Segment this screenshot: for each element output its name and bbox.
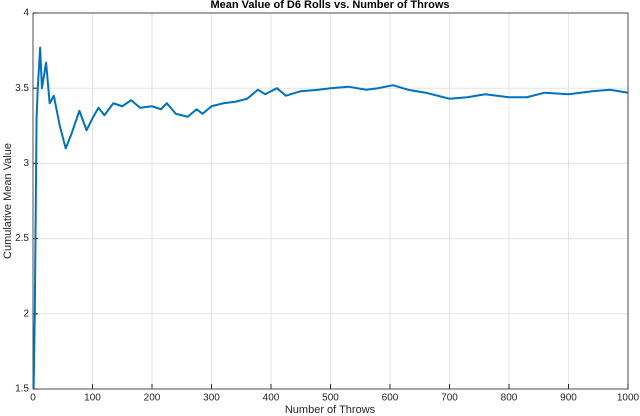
x-tick-label: 800 (501, 393, 518, 404)
y-tick-label: 3.5 (15, 83, 29, 94)
y-axis-label: Cumulative Mean Value (2, 143, 14, 259)
x-tick-label: 400 (263, 393, 280, 404)
y-tick-label: 2.5 (15, 233, 29, 244)
y-tick-label: 4 (23, 8, 29, 19)
data-line (32, 46, 629, 390)
y-tick-label: 3 (23, 158, 29, 169)
chart-title: Mean Value of D6 Rolls vs. Number of Thr… (211, 0, 450, 11)
x-tick-label: 300 (203, 393, 220, 404)
x-tick-label: 1000 (617, 393, 640, 404)
x-tick-label: 900 (560, 393, 577, 404)
plot-frame (32, 12, 629, 390)
x-tick-label: 600 (382, 393, 399, 404)
x-axis-label: Number of Throws (285, 404, 376, 416)
x-tick-label: 700 (441, 393, 458, 404)
y-tick-label: 1.5 (15, 384, 29, 395)
y-tick-label: 2 (23, 308, 29, 319)
x-tick-label: 0 (30, 393, 36, 404)
x-tick-label: 100 (84, 393, 101, 404)
x-tick-label: 500 (322, 393, 339, 404)
x-tick-label: 200 (144, 393, 161, 404)
